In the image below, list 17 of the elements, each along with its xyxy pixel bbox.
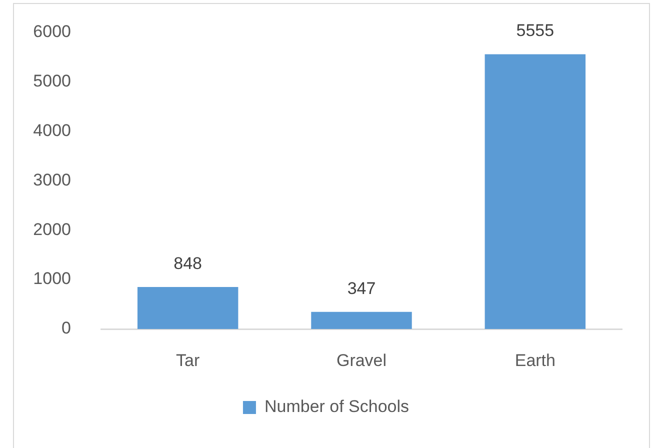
y-tick-label: 4000 <box>33 120 71 140</box>
x-tick-label: Earth <box>514 350 556 370</box>
y-tick-label: 1000 <box>33 269 71 288</box>
y-tick-label: 5000 <box>33 71 71 90</box>
legend-label: Number of Schools <box>264 397 410 416</box>
data-label: 5555 <box>516 21 554 40</box>
x-tick-label: Gravel <box>336 350 387 370</box>
data-label: 848 <box>174 254 202 274</box>
y-tick-label: 3000 <box>33 170 71 190</box>
bar <box>137 287 238 329</box>
data-label: 347 <box>347 278 376 298</box>
y-tick-label: 6000 <box>33 22 71 41</box>
bar <box>311 312 412 329</box>
y-tick-label: 0 <box>62 318 71 338</box>
y-tick-label: 2000 <box>33 220 71 239</box>
bar <box>484 54 586 329</box>
x-tick-label: Tar <box>176 350 200 370</box>
